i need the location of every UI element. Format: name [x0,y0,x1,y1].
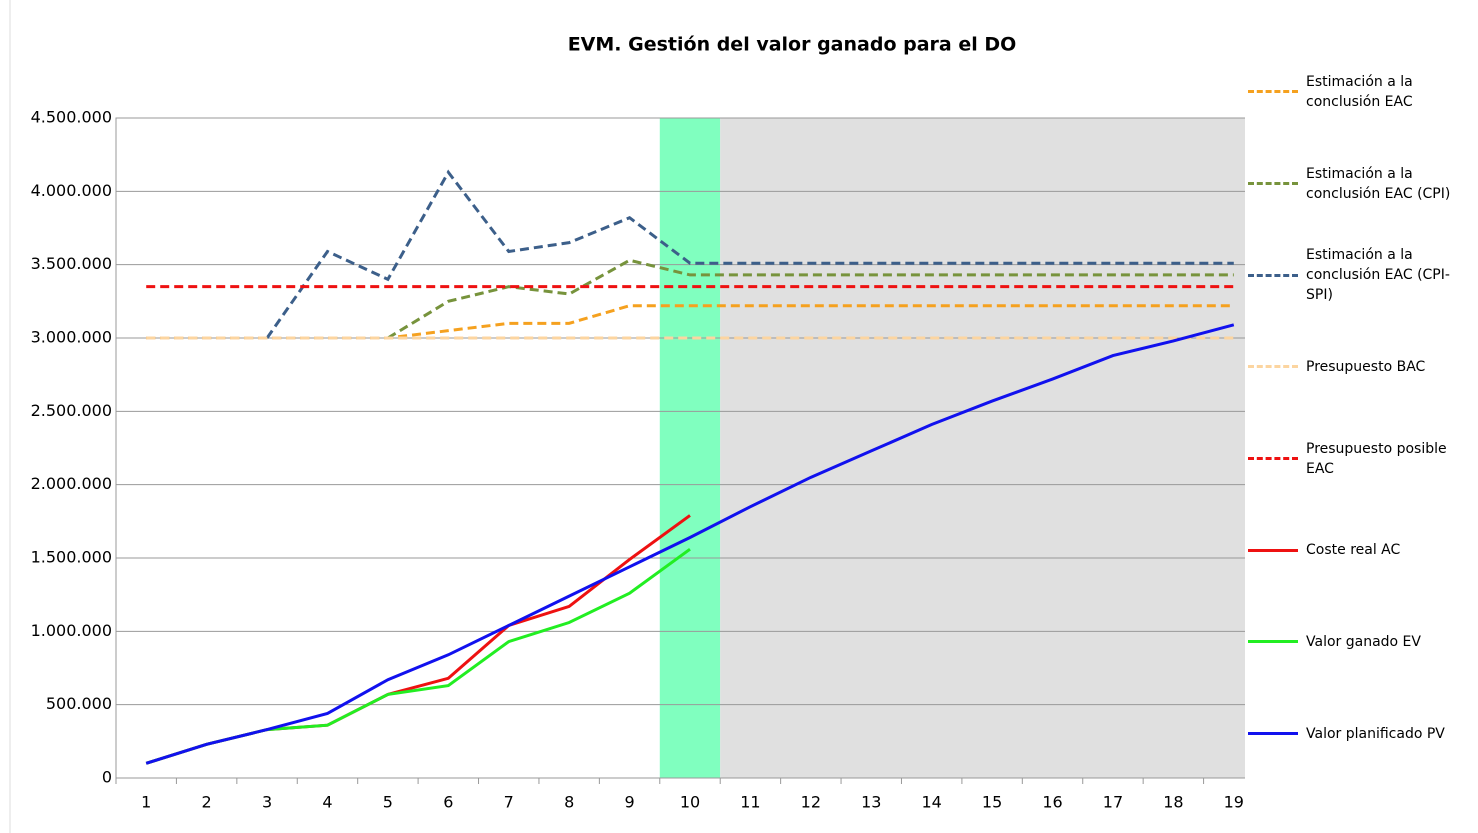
y-tick-label: 2.000.000 [31,474,112,493]
legend-item: Presupuesto BAC [1248,321,1478,413]
x-tick-label: 7 [504,793,514,812]
x-tick-label: 9 [624,793,634,812]
y-tick-label: 1.000.000 [31,621,112,640]
y-tick-label: 0 [102,768,112,787]
x-tick-label: 17 [1103,793,1123,812]
y-tick-label: 2.500.000 [31,401,112,420]
legend-swatch [1248,732,1298,736]
y-tick-label: 3.500.000 [31,254,112,273]
x-tick-label: 4 [322,793,332,812]
legend-label: Estimación a la conclusión EAC (CPI-SPI) [1306,247,1450,304]
legend-label: Estimación a la conclusión EAC [1306,73,1413,110]
x-tick-label: 1 [141,793,151,812]
x-tick-label: 16 [1042,793,1062,812]
y-tick-label: 4.500.000 [31,108,112,127]
legend-swatch [1248,548,1298,552]
legend-swatch [1248,640,1298,644]
chart: EVM. Gestión del valor ganado para el DO… [9,0,1245,833]
legend-item: Estimación a la conclusión EAC [1248,46,1478,138]
chart-title: EVM. Gestión del valor ganado para el DO [568,34,1017,56]
x-tick-label: 12 [801,793,821,812]
series-line [146,304,1234,340]
x-tick-label: 15 [982,793,1002,812]
series-line [265,169,1234,339]
x-tick-label: 18 [1163,793,1183,812]
legend-label: Valor ganado EV [1306,633,1421,650]
legend: Estimación a la conclusión EAC Estimación… [1248,46,1478,780]
legend-item: Estimación a la conclusión EAC (CPI) [1248,138,1478,230]
x-tick-label: 19 [1224,793,1244,812]
future-zone [720,118,1245,778]
legend-label: Coste real AC [1306,542,1401,559]
legend-swatch [1248,365,1298,369]
x-tick-label: 3 [262,793,272,812]
legend-label: Estimación a la conclusión EAC (CPI) [1306,165,1451,202]
x-tick-label: 5 [383,793,393,812]
x-tick-label: 11 [740,793,760,812]
y-tick-label: 500.000 [46,694,112,713]
plot-border [115,117,1245,779]
x-tick-label: 6 [443,793,453,812]
legend-item: Coste real AC [1248,504,1478,596]
legend-swatch [1248,182,1298,186]
current-period-zone [659,118,721,778]
x-tick-label: 14 [922,793,942,812]
legend-label: Presupuesto posible EAC [1306,440,1447,477]
y-tick-label: 4.000.000 [31,181,112,200]
x-tick-label: 2 [202,793,212,812]
legend-label: Valor planificado PV [1306,725,1445,742]
legend-item: Estimación a la conclusión EAC (CPI-SPI) [1248,229,1478,321]
legend-swatch [1248,457,1298,461]
legend-swatch [1248,273,1298,277]
x-tick-label: 8 [564,793,574,812]
legend-item: Presupuesto posible EAC [1248,413,1478,505]
legend-item: Valor ganado EV [1248,596,1478,688]
legend-item: Valor planificado PV [1248,688,1478,780]
series-line [145,514,691,765]
x-tick-label: 13 [861,793,881,812]
y-tick-label: 3.000.000 [31,328,112,347]
legend-swatch [1248,90,1298,94]
y-tick-label: 1.500.000 [31,548,112,567]
series-line [145,547,691,765]
series-line [145,323,1235,765]
legend-label: Presupuesto BAC [1306,358,1426,375]
x-tick-label: 10 [680,793,700,812]
